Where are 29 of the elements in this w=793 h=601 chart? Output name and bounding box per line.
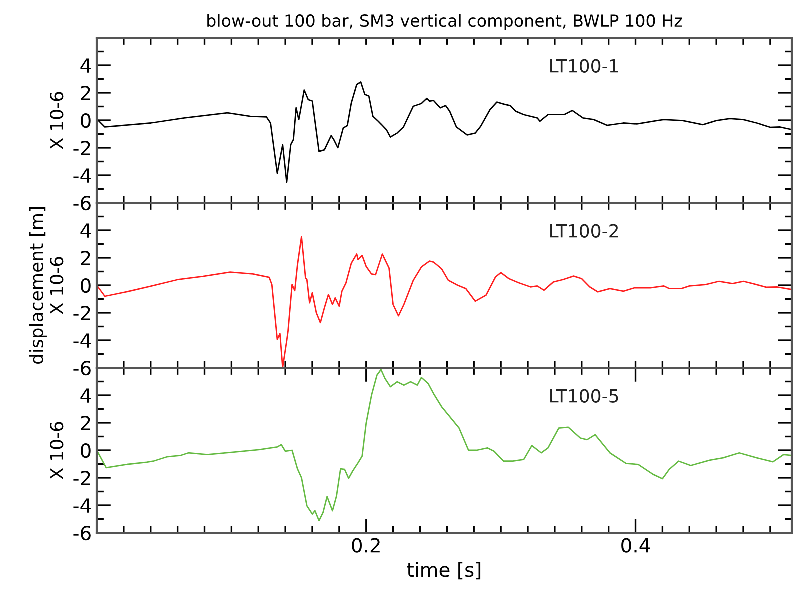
y-tick-label: -4	[74, 498, 92, 513]
y-tick-label: 0	[81, 113, 91, 128]
y-tick-label: -6	[74, 196, 91, 211]
legend-label: LT100-1	[550, 59, 618, 73]
y-tick-label: -6	[74, 526, 91, 541]
y-tick-label: -2	[74, 470, 90, 486]
y-tick-label: 4	[80, 58, 92, 73]
y-tick-label: 2	[81, 416, 90, 430]
y-tick-label: -2	[74, 140, 90, 156]
y-axis-title: displacement [m] X 10-6	[30, 208, 64, 364]
x-axis-title: time [s]	[407, 562, 481, 580]
y-tick-label: 0	[81, 278, 91, 294]
x-tick-label: 0.2	[352, 538, 380, 553]
text: LT100-2	[550, 224, 618, 238]
y-tick-label: -4	[74, 334, 92, 348]
y-tick-label: 4	[80, 388, 92, 403]
y-tick-label: -6	[74, 360, 91, 376]
y-tick-label: -2	[74, 306, 90, 320]
chart-title: blow-out 100 bar, SM3 vertical component, BWLP 100 Hz	[208, 14, 682, 30]
line-series	[97, 369, 792, 522]
y-axis-title: X 10-6	[50, 92, 64, 150]
series-label: LT100-5	[550, 389, 618, 403]
y-axis-title: X 10-6	[50, 422, 64, 480]
y-tick-label: 2	[81, 86, 90, 100]
y-tick-label: 4	[80, 224, 92, 238]
y-tick-label: -4	[74, 168, 92, 183]
x-tick-label: 0.4	[622, 538, 650, 553]
y-tick-label: 2	[81, 250, 90, 266]
y-tick-label: 0	[81, 443, 91, 458]
